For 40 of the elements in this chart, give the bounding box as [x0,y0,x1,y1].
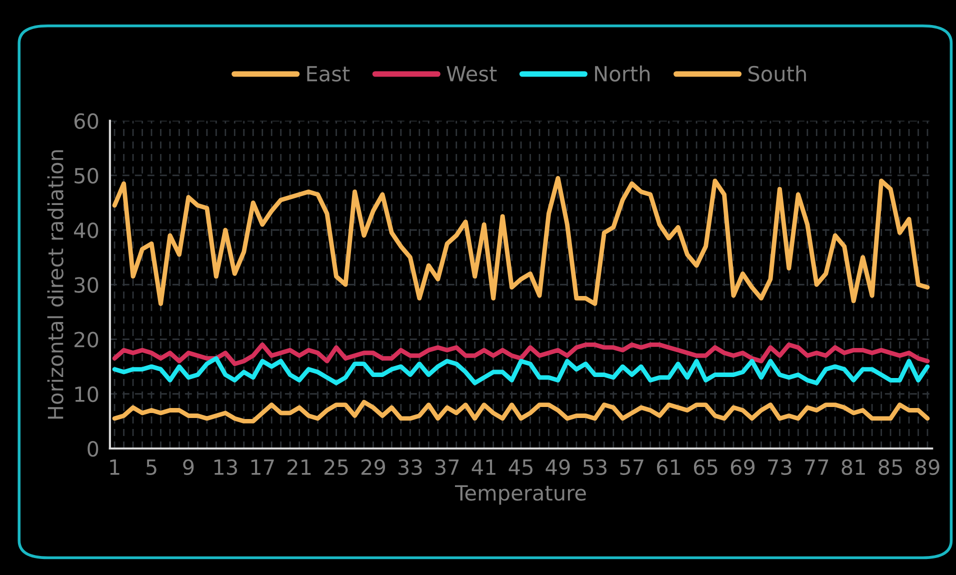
legend-label: West [446,66,497,82]
x-axis-title: Temperature [454,485,586,505]
x-tick-label: 9 [183,459,194,476]
legend-label: North [595,65,650,82]
x-tick-label: 41 [472,460,496,475]
y-tick-label: 20 [74,332,98,348]
x-tick-label: 65 [694,459,718,476]
y-tick-label: 30 [74,277,98,293]
y-tick-label: 50 [74,168,98,184]
x-tick-label: 37 [435,459,459,476]
line-series [112,356,930,386]
x-tick-label: 77 [805,460,828,475]
x-tick-label: 45 [508,460,532,476]
line-series [112,342,930,366]
x-tick-label: 49 [546,459,570,476]
x-tick-label: 69 [730,459,755,476]
y-tick-label: 0 [88,440,98,457]
y-tick-label: 60 [74,113,98,129]
x-tick-label: 73 [768,459,792,476]
y-tick-label: 40 [74,222,98,238]
line-series [112,400,930,424]
x-tick-label: 89 [916,459,940,476]
line-series [112,176,930,306]
x-tick-label: 61 [657,459,680,476]
x-tick-label: 57 [620,460,644,476]
x-tick-label: 21 [288,459,311,475]
x-tick-label: 5 [146,460,156,476]
x-tick-label: 1 [110,460,120,475]
legend-label: South [748,65,806,82]
x-tick-label: 17 [251,460,274,475]
x-tick-label: 33 [398,459,422,476]
legend-label: East [307,66,350,82]
x-tick-label: 81 [842,459,865,476]
x-tick-label: 25 [324,459,348,476]
x-tick-label: 13 [214,459,237,476]
x-tick-label: 85 [878,459,902,476]
y-axis-title: Horizontal direct radiation [47,150,64,419]
x-tick-label: 29 [361,459,386,476]
y-tick-label: 10 [75,386,98,402]
x-tick-label: 53 [583,459,607,476]
